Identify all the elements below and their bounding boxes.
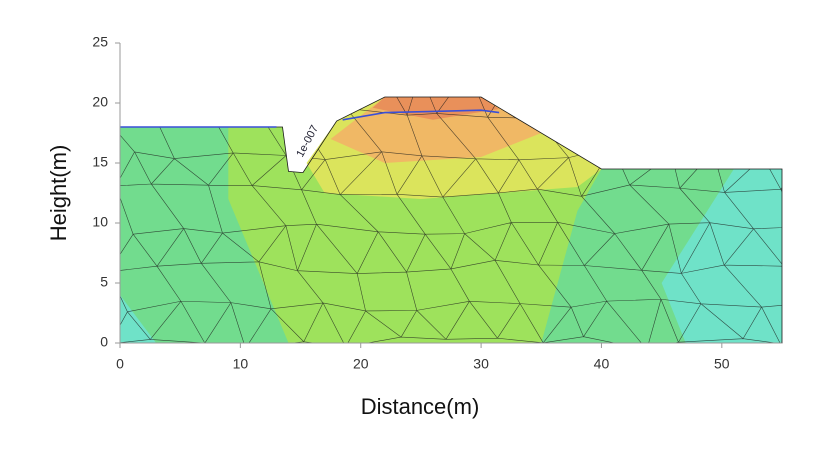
regions bbox=[120, 97, 782, 343]
y-tick-label: 5 bbox=[100, 274, 108, 290]
contour-region bbox=[120, 295, 157, 343]
x-tick-label: 10 bbox=[233, 356, 249, 372]
x-tick-label: 20 bbox=[353, 356, 369, 372]
contour-region bbox=[372, 97, 500, 120]
x-axis-title: Distance(m) bbox=[361, 394, 480, 419]
y-tick-label: 15 bbox=[92, 154, 108, 170]
x-tick-label: 30 bbox=[473, 356, 489, 372]
y-tick-label: 25 bbox=[92, 34, 108, 50]
y-tick-label: 0 bbox=[100, 334, 108, 350]
x-tick-label: 0 bbox=[116, 356, 124, 372]
y-tick-label: 20 bbox=[92, 94, 108, 110]
y-tick-label: 10 bbox=[92, 214, 108, 230]
water-line bbox=[342, 109, 500, 121]
x-tick-label: 40 bbox=[594, 356, 610, 372]
mesh-lines bbox=[120, 97, 782, 343]
y-axis-title: Height(m) bbox=[46, 145, 71, 242]
mesh bbox=[120, 97, 782, 343]
contour-region bbox=[661, 169, 782, 343]
x-tick-label: 50 bbox=[714, 356, 730, 372]
